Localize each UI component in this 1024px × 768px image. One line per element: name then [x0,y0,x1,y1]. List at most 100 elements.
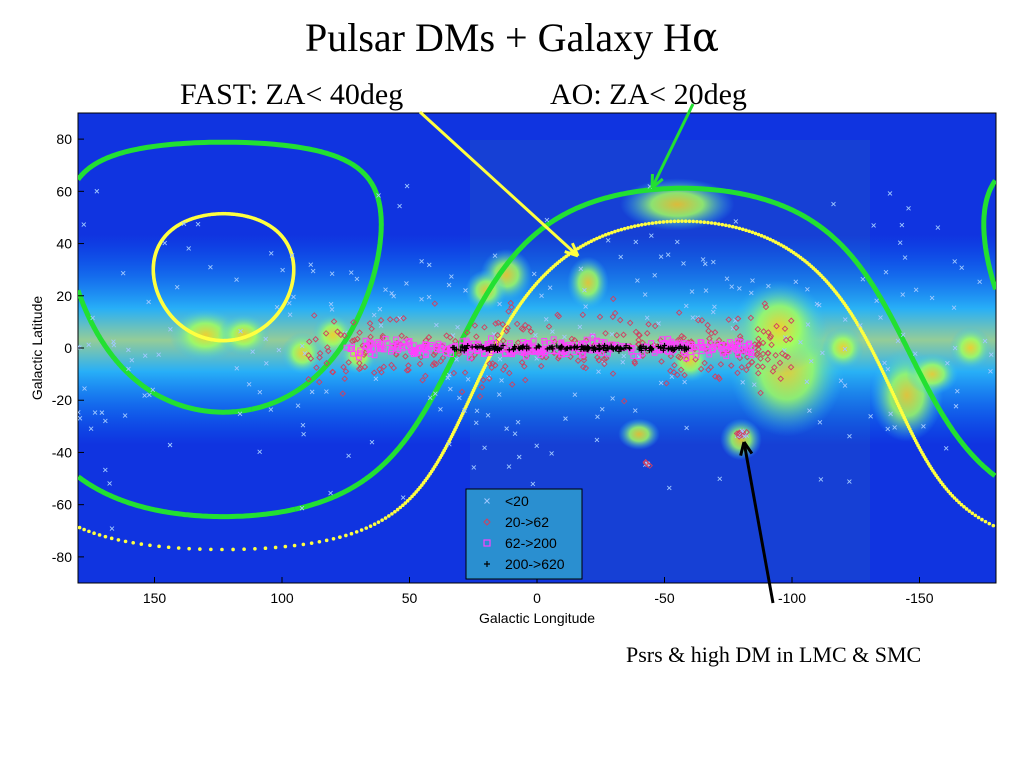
y-axis-label: Galactic Latitude [29,296,45,400]
pulsar-dm-62-200 [355,354,362,361]
pulsar-dm-lt20 [702,261,708,267]
pulsar-dm-20-62 [307,355,315,362]
pulsar-dm-lt20 [683,303,689,309]
fast-limit-curve [983,519,988,524]
x-axis-label: Galactic Longitude [479,610,595,626]
emission-blob [720,418,762,461]
pulsar-dm-20-62 [645,321,652,328]
pulsar-dm-200-620 [465,343,471,349]
fast-limit-curve [771,239,775,243]
fast-limit-curve [759,233,764,238]
fast-limit-curve [622,226,627,231]
pulsar-dm-lt20 [103,418,108,424]
pulsar-dm-20-62 [748,358,756,366]
fast-limit-curve [962,505,966,509]
fast-limit-curve [390,512,394,516]
pulsar-dm-lt20 [126,366,131,372]
fast-limit-curve [613,229,617,234]
pulsar-dm-lt20 [860,276,866,282]
pulsar-dm-62-200 [689,341,695,348]
pulsar-dm-lt20 [426,294,432,300]
pulsar-dm-20-62 [725,316,732,323]
legend-entry: 200->620 [505,556,565,572]
pulsar-dm-62-200 [389,342,396,349]
pulsar-dm-20-62 [755,340,763,348]
pulsar-dm-lt20 [150,387,156,393]
pulsar-dm-lt20 [751,382,757,388]
pulsar-dm-lt20 [610,396,615,401]
pulsar-dm-200-620 [579,343,585,349]
pulsar-dm-lt20 [291,294,296,300]
fast-limit-curve [372,522,377,526]
pulsar-dm-200-620 [459,344,465,350]
fast-limit-curve [976,515,981,520]
y-tick-label: -80 [52,549,72,565]
pulsar-dm-lt20 [122,413,128,418]
pulsar-dm-lt20 [268,251,274,256]
fast-limit-curve [779,243,783,247]
pulsar-dm-20-62 [388,361,395,369]
pulsar-dm-62-200 [422,352,429,359]
pulsar-dm-lt20 [857,323,863,328]
pulsar-dm-lt20 [102,467,108,473]
x-tick-label: 150 [143,590,167,606]
pulsar-dm-62-200 [683,355,690,362]
pulsar-dm-62-200 [563,351,570,358]
pulsar-dm-lt20 [599,406,605,412]
pulsar-dm-lt20 [892,425,897,430]
fast-limit-curve [97,533,102,537]
fast-limit-curve [702,220,707,224]
fast-limit-curve [116,538,121,542]
pulsar-dm-20-62 [403,367,411,374]
pulsar-dm-20-62 [671,362,678,369]
pulsar-dm-20-62 [681,371,688,379]
pulsar-dm-lt20 [847,479,852,484]
pulsar-dm-lt20 [445,375,451,381]
pulsar-dm-lt20 [582,287,587,293]
pulsar-dm-200-620 [510,347,516,353]
pulsar-dm-62-200 [393,336,399,343]
pulsar-dm-lt20 [348,270,354,275]
pulsar-dm-20-62 [499,321,507,328]
pulsar-dm-62-200 [734,338,741,345]
pulsar-dm-62-200 [395,347,402,354]
fast-label: FAST: ZA< 40deg [180,78,404,111]
pulsar-dm-lt20 [88,426,94,432]
pulsar-dm-200-620 [549,344,555,350]
pulsar-dm-20-62 [579,363,587,371]
pulsar-dm-62-200 [598,338,605,345]
pulsar-dm-lt20 [684,425,689,431]
pulsar-dm-62-200 [694,344,701,351]
pulsar-dm-lt20 [818,477,824,482]
fast-limit-curve [762,235,767,239]
pulsar-dm-lt20 [146,299,151,305]
pulsar-dm-20-62 [715,374,722,381]
pulsar-dm-20-62 [481,324,488,331]
pulsar-dm-lt20 [369,439,375,445]
pulsar-dm-62-200 [428,342,435,348]
pulsar-dm-lt20 [954,388,960,394]
fast-limit-curve [657,220,662,225]
pulsar-dm-lt20 [506,464,512,469]
lmc-pulsar [742,433,747,439]
fast-limit-curve [610,230,614,235]
lmc-pulsar [736,432,742,438]
pulsar-dm-lt20 [286,300,292,306]
fast-limit-curve [597,235,602,240]
pulsar-dm-lt20 [700,257,706,262]
pulsar-dm-lt20 [257,389,263,395]
fast-limit-curve [967,509,972,513]
pulsar-dm-lt20 [982,338,988,344]
pulsar-dm-200-620 [626,345,632,351]
pulsar-dm-lt20 [280,267,285,273]
pulsar-dm-200-620 [661,342,667,348]
pulsar-dm-20-62 [471,322,479,329]
pulsar-dm-20-62 [324,344,331,351]
fast-arrow-head [564,242,580,258]
fast-limit-curve [629,225,634,229]
fast-limit-curve [730,224,735,229]
pulsar-dm-20-62 [751,344,759,352]
pulsar-dm-lt20 [594,437,600,443]
pulsar-dm-20-62 [313,364,320,371]
pulsar-dm-lt20 [658,380,664,386]
